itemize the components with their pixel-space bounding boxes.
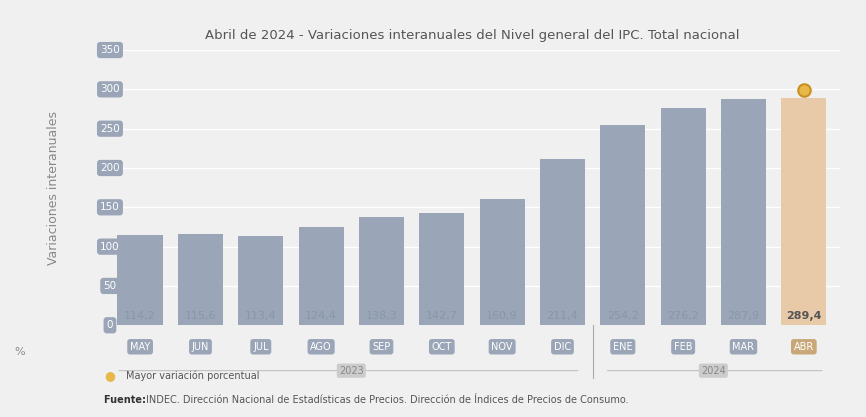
Text: FEB: FEB [674,342,693,352]
Y-axis label: Variaciones interanuales: Variaciones interanuales [47,111,60,265]
Text: INDEC. Dirección Nacional de Estadísticas de Precios. Dirección de Índices de Pr: INDEC. Dirección Nacional de Estadística… [146,395,629,405]
Bar [661,108,706,325]
Bar [419,213,464,325]
Text: ENE: ENE [613,342,633,352]
Text: 113,4: 113,4 [245,311,276,321]
Text: 0: 0 [107,320,113,330]
Text: MAY: MAY [130,342,150,352]
Text: 300: 300 [100,84,120,94]
Bar [118,236,163,325]
Text: 100: 100 [100,241,120,251]
Text: Mayor variación porcentual: Mayor variación porcentual [126,370,259,381]
Text: 160,9: 160,9 [487,311,518,321]
Title: Abril de 2024 - Variaciones interanuales del Nivel general del IPC. Total nacion: Abril de 2024 - Variaciones interanuales… [204,29,740,42]
Text: 150: 150 [100,202,120,212]
Text: 50: 50 [103,281,117,291]
Bar [721,99,766,325]
Text: 350: 350 [100,45,120,55]
Text: 250: 250 [100,124,120,134]
Text: ●: ● [104,369,115,382]
Bar [781,98,826,325]
Text: MAR: MAR [733,342,754,352]
Text: 115,6: 115,6 [184,311,216,321]
Text: 142,7: 142,7 [426,311,458,321]
Bar [299,227,344,325]
Text: 254,2: 254,2 [607,311,639,321]
Bar [480,199,525,325]
Text: SEP: SEP [372,342,391,352]
Text: NOV: NOV [491,342,513,352]
Text: OCT: OCT [431,342,452,352]
Text: 287,9: 287,9 [727,311,759,321]
Text: JUL: JUL [253,342,268,352]
Text: JUN: JUN [191,342,210,352]
Text: AGO: AGO [310,342,332,352]
Text: 2023: 2023 [339,366,364,376]
Text: 124,4: 124,4 [305,311,337,321]
Text: Fuente:: Fuente: [104,395,149,405]
Bar [540,159,585,325]
Text: 211,4: 211,4 [546,311,578,321]
Bar [178,234,223,325]
Text: DIC: DIC [554,342,571,352]
Text: 200: 200 [100,163,120,173]
Text: 276,2: 276,2 [667,311,699,321]
Bar [359,216,404,325]
Text: 138,3: 138,3 [365,311,397,321]
Text: 289,4: 289,4 [786,311,822,321]
Text: 114,2: 114,2 [124,311,156,321]
Text: ABR: ABR [794,342,814,352]
Bar [238,236,283,325]
Text: 2024: 2024 [701,366,726,376]
Bar [600,126,645,325]
Text: %: % [14,347,24,357]
